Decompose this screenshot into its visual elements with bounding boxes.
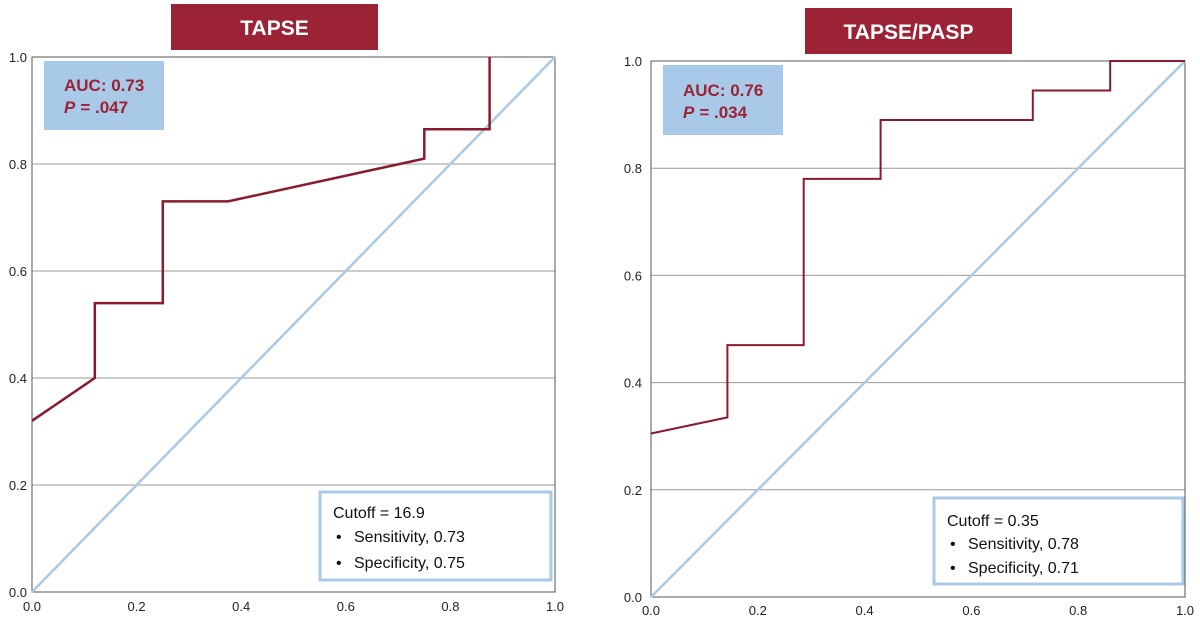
auc-box: AUC: 0.73 P = .047 [44,61,164,130]
y-axis-ticks: 0.0 0.2 0.4 0.6 0.8 1.0 [624,54,642,605]
x-tick-label: 1.0 [546,599,564,614]
roc-curve-line [650,60,1185,435]
auc-box-background [44,61,164,130]
plot-frame [31,56,556,593]
cutoff-box: Cutoff = 0.35 • Sensitivity, 0.78 • Spec… [932,496,1185,586]
auc-box: AUC: 0.76 P = .034 [663,65,783,135]
auc-value: AUC: 0.76 [683,81,763,100]
x-tick-label: 0.6 [962,603,980,618]
chart-tapse-pasp: TAPSE/PASP 0.0 0.2 0.4 0.6 0.8 1.0 0.0 0… [624,8,1194,618]
y-tick-label: 0.4 [9,371,27,386]
x-axis-ticks: 0.0 0.2 0.4 0.6 0.8 1.0 [642,603,1194,618]
cutoff-box-border [318,490,553,582]
chart-title: TAPSE/PASP [844,21,974,44]
bullet: • [336,555,342,572]
x-tick-label: 0.2 [128,599,146,614]
p-label: P [683,103,695,122]
sensitivity-value: Sensitivity, 0.78 [968,536,1079,553]
auc-box-background [663,65,783,135]
specificity-value: Specificity, 0.71 [968,560,1079,577]
y-tick-label: 0.6 [624,268,642,283]
x-tick-label: 0.8 [441,599,459,614]
y-tick-label: 0.2 [624,483,642,498]
bullet: • [336,529,342,546]
reference-diagonal-line [31,56,556,593]
p-value: P = .047 [64,98,128,117]
y-tick-label: 0.0 [624,590,642,605]
y-tick-label: 1.0 [9,50,27,65]
cutoff-value: Cutoff = 0.35 [947,513,1039,530]
auc-value: AUC: 0.73 [64,76,144,95]
x-tick-label: 0.2 [749,603,767,618]
x-tick-label: 0.0 [642,603,660,618]
y-tick-label: 0.8 [624,161,642,176]
y-tick-label: 0.4 [624,376,642,391]
bullet: • [950,560,956,577]
reference-diagonal-line [650,60,1186,598]
p-number: = .047 [80,98,128,117]
bullet: • [950,536,956,553]
chart-title: TAPSE [240,17,308,40]
x-tick-label: 0.4 [856,603,874,618]
x-tick-label: 0.4 [232,599,250,614]
sensitivity-value: Sensitivity, 0.73 [354,529,465,546]
y-tick-label: 0.6 [9,264,27,279]
cutoff-value: Cutoff = 16.9 [333,505,425,522]
gridlines [32,163,555,486]
y-axis-ticks: 0.0 0.2 0.4 0.6 0.8 1.0 [9,50,27,600]
cutoff-box: Cutoff = 16.9 • Sensitivity, 0.73 • Spec… [318,490,553,582]
y-tick-label: 0.8 [9,157,27,172]
y-tick-label: 0.0 [9,585,27,600]
gridlines [651,167,1185,491]
chart-title-background [805,8,1012,54]
specificity-value: Specificity, 0.75 [354,555,465,572]
p-number: = .034 [699,103,747,122]
x-axis-ticks: 0.0 0.2 0.4 0.6 0.8 1.0 [23,599,564,614]
plot-frame [650,60,1186,598]
chart-title-background [171,4,378,50]
y-tick-label: 0.2 [9,478,27,493]
p-value: P = .034 [683,103,748,122]
chart-tapse: TAPSE 0.0 0.2 0.4 0.6 0.8 1.0 0.0 0.2 0.… [9,4,564,614]
x-tick-label: 0.6 [337,599,355,614]
x-tick-label: 1.0 [1176,603,1194,618]
y-tick-label: 1.0 [624,54,642,69]
x-tick-label: 0.0 [23,599,41,614]
p-label: P [64,98,76,117]
x-tick-label: 0.8 [1069,603,1087,618]
cutoff-box-border [932,496,1185,586]
roc-curve-line [31,57,491,422]
